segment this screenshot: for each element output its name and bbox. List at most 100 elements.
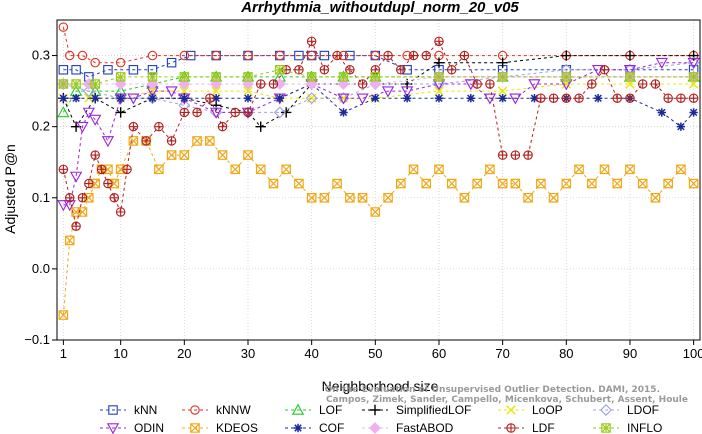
- data-point-ldf: [192, 107, 202, 118]
- data-point-inflo: [211, 72, 221, 82]
- data-point-kdeos: [357, 192, 368, 203]
- data-point-ldf: [217, 121, 228, 132]
- data-point-ldf: [122, 164, 132, 175]
- data-point-knnw: [147, 50, 158, 61]
- data-point-ldf: [255, 79, 266, 89]
- data-point-kdeos: [166, 150, 177, 160]
- data-point-inflo: [115, 72, 126, 82]
- data-point-cof: [498, 94, 507, 103]
- data-point-ldf: [230, 107, 241, 118]
- data-point-kdeos: [383, 192, 393, 203]
- data-point-knnw: [179, 50, 190, 61]
- data-point-kdeos: [243, 150, 253, 160]
- credit-line-citation: On the Evaluation of Unsupervised Outlie…: [325, 385, 660, 395]
- data-point-odin: [82, 107, 95, 119]
- data-point-kdeos: [345, 192, 355, 203]
- data-point-odin: [401, 86, 414, 98]
- y-axis-label: Adjusted P@n: [2, 144, 18, 234]
- data-point-ldof: [146, 92, 159, 105]
- data-point-kdeos: [548, 192, 559, 203]
- legend-marker-ldf: [506, 423, 516, 433]
- data-point-kdeos: [599, 164, 610, 175]
- y-tick-label: 0.1: [32, 190, 50, 205]
- legend-item-simplifiedlof: SimplifiedLOF: [362, 403, 471, 417]
- data-point-ldf: [90, 150, 100, 160]
- data-point-ldf: [510, 150, 521, 160]
- data-point-cof: [676, 122, 686, 131]
- data-point-ldf: [536, 93, 546, 103]
- data-point-odin: [356, 93, 369, 105]
- data-point-ldf: [472, 79, 482, 89]
- data-point-ldf: [84, 178, 94, 189]
- data-point-kdeos: [58, 310, 69, 320]
- data-point-kdeos: [586, 178, 597, 189]
- series-line-cof: [63, 83, 694, 128]
- data-point-ldf: [485, 79, 495, 89]
- data-point-ldf: [128, 121, 139, 132]
- series-line-odin: [63, 62, 694, 206]
- legend-item-lof: LOF: [285, 403, 342, 417]
- y-tick-label: 0.2: [32, 119, 50, 134]
- x-tick-label: 20: [177, 346, 191, 361]
- data-point-knnw: [243, 50, 253, 61]
- legend-item-cof: COF: [285, 421, 344, 434]
- data-point-kdeos: [434, 164, 444, 175]
- data-point-ldf: [179, 107, 190, 118]
- data-point-knnw: [115, 57, 126, 68]
- data-point-knn: [71, 65, 81, 75]
- legend-label-loop: LoOP: [532, 403, 563, 417]
- data-point-simplifiedlof: [688, 50, 699, 61]
- data-point-ldof: [305, 92, 318, 105]
- data-point-cof: [657, 108, 667, 117]
- x-tick-label: 90: [623, 346, 637, 361]
- legend-marker-knn: [108, 405, 118, 415]
- x-tick-label: 80: [559, 346, 573, 361]
- data-point-knnw: [370, 50, 381, 61]
- data-point-cof: [339, 108, 348, 117]
- data-point-ldf: [408, 50, 419, 61]
- data-point-kdeos: [459, 192, 470, 203]
- data-point-inflo: [58, 79, 69, 89]
- legend-marker-odin: [106, 423, 120, 434]
- legend-marker-ldof: [600, 404, 612, 416]
- series-inflo: [58, 65, 699, 89]
- legend-label-knnw: kNNW: [216, 403, 251, 417]
- data-point-ldf: [396, 65, 406, 75]
- data-point-ldf: [574, 93, 584, 103]
- legend-label-inflo: INFLO: [627, 421, 662, 434]
- data-point-cof: [180, 94, 189, 103]
- data-point-kdeos: [370, 207, 381, 217]
- data-point-ldf: [446, 65, 457, 75]
- legend: kNN kNNW LOF SimplifiedLOF LoOP LDOF ODIN KDEOS…: [100, 403, 662, 434]
- data-point-ldf: [332, 50, 342, 61]
- data-point-loop: [497, 86, 508, 96]
- legend-item-odin: ODIN: [100, 421, 164, 434]
- legend-marker-fastabod: [369, 422, 381, 434]
- data-point-kdeos: [332, 178, 342, 189]
- data-point-ldf: [103, 178, 113, 189]
- data-point-inflo: [243, 72, 253, 82]
- data-point-kdeos: [294, 178, 304, 189]
- data-point-odin: [623, 65, 637, 77]
- legend-item-kdeos: KDEOS: [182, 421, 258, 434]
- data-point-kdeos: [179, 150, 190, 160]
- data-point-cof: [275, 94, 285, 103]
- data-point-inflo: [179, 72, 190, 82]
- data-point-knn: [103, 65, 113, 75]
- data-point-kdeos: [676, 164, 686, 175]
- data-point-ldf: [71, 221, 81, 231]
- data-point-inflo: [688, 72, 699, 82]
- data-point-inflo: [90, 79, 100, 89]
- plot-frame: [56, 19, 701, 341]
- legend-item-loop: LoOP: [498, 403, 563, 417]
- data-point-kdeos: [217, 150, 228, 160]
- data-point-simplifiedlof: [624, 50, 636, 61]
- legend-item-fastabod: FastABOD: [362, 421, 454, 434]
- data-point-ldf: [268, 79, 279, 89]
- series-line-knnw: [62, 26, 694, 64]
- data-point-kdeos: [421, 178, 432, 189]
- data-point-ldf: [637, 79, 648, 89]
- data-point-ldf: [459, 50, 470, 61]
- data-point-odin: [655, 57, 668, 70]
